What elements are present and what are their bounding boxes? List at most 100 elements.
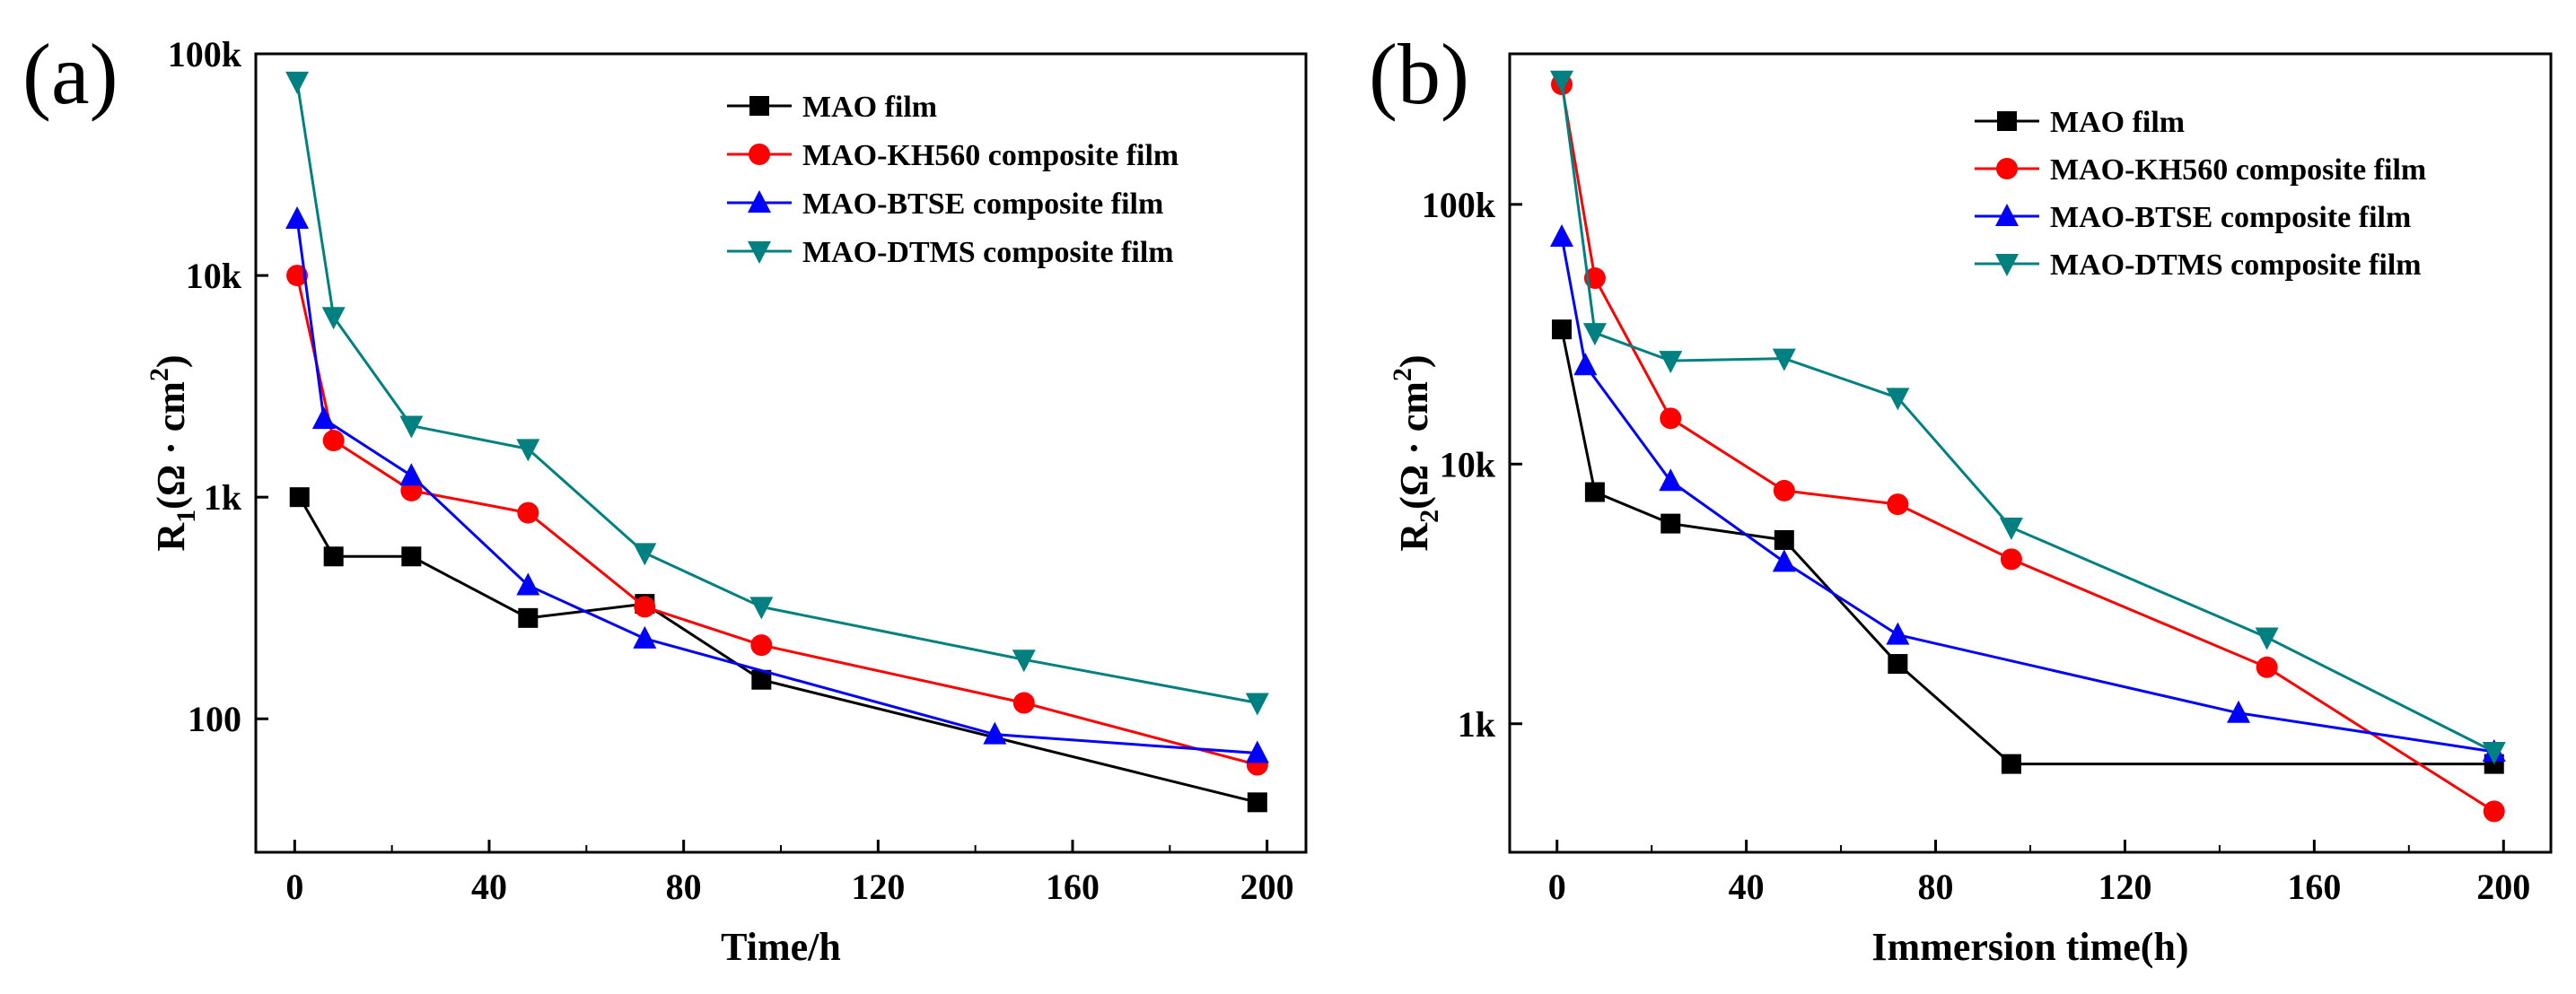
series-line-3 <box>1560 80 2495 754</box>
series-line-2 <box>1560 236 2494 754</box>
legend-label: MAO-DTMS composite film <box>802 236 1174 269</box>
legend-label: MAO film <box>2050 106 2185 139</box>
x-tick-label: 40 <box>1729 867 1765 907</box>
data-point <box>634 596 656 618</box>
y-axis-title-sub-a: 1 <box>171 510 201 523</box>
data-point <box>1886 622 1910 645</box>
x-tick-label: 200 <box>2476 867 2530 907</box>
data-point <box>1550 223 1573 247</box>
series-line-0 <box>1560 328 2494 766</box>
y-axis-title-a: R1(Ω · cm2) <box>145 354 201 551</box>
x-axis-title-b: Immersion time(h) <box>1871 925 2188 969</box>
x-tick-label: 80 <box>1918 867 1954 907</box>
data-point <box>516 572 540 596</box>
y-tick-label: 100k <box>168 34 242 74</box>
data-point <box>2001 754 2021 774</box>
legend-marker <box>1996 158 2018 179</box>
y-tick-label: 1k <box>1458 704 1496 745</box>
data-point <box>1573 353 1598 376</box>
data-point <box>983 721 1007 745</box>
legend-marker <box>749 144 770 165</box>
y-axis-title-sup-a: 2 <box>145 368 174 381</box>
data-point <box>1659 351 1683 374</box>
x-tick-label: 0 <box>1548 867 1566 907</box>
data-point <box>399 415 424 439</box>
data-point <box>401 546 422 567</box>
data-point <box>750 634 773 657</box>
data-point <box>1772 348 1796 371</box>
data-point <box>2000 548 2022 571</box>
data-point <box>285 71 310 94</box>
data-point <box>1012 692 1035 714</box>
series-line-1 <box>295 275 1258 766</box>
legend-marker <box>1997 111 2017 131</box>
data-point <box>1887 493 1909 516</box>
data-point <box>2482 741 2506 764</box>
y-axis-title-b: R2(Ω · cm2) <box>1388 354 1444 551</box>
data-point <box>286 265 309 287</box>
x-tick-label: 0 <box>285 867 303 907</box>
data-point <box>2483 800 2505 823</box>
data-point <box>518 607 539 628</box>
series-line-3 <box>295 81 1258 704</box>
legend-label: MAO-DTMS composite film <box>2050 248 2422 282</box>
data-point <box>1774 529 1794 550</box>
legend-marker <box>749 96 769 116</box>
x-tick-label: 160 <box>2287 867 2341 907</box>
data-point <box>633 543 657 566</box>
data-point <box>749 597 774 620</box>
y-tick-label: 100k <box>1422 185 1496 225</box>
y-tick-label: 10k <box>1440 444 1496 484</box>
plot-area-frame-a <box>254 52 1308 854</box>
x-tick-label: 200 <box>1240 867 1294 907</box>
y-axis-title-close-a: ) <box>149 354 193 368</box>
y-tick-label: 1k <box>204 477 242 518</box>
x-tick-label: 120 <box>2098 867 2151 907</box>
legend-marker <box>748 241 771 264</box>
data-point <box>516 439 540 462</box>
series-line-1 <box>1560 83 2495 813</box>
data-point <box>1550 70 1573 93</box>
y-axis-title-sup-b: 2 <box>1388 368 1417 381</box>
data-point <box>1999 517 2023 540</box>
legend-label: MAO-BTSE composite film <box>2050 201 2411 234</box>
data-point <box>1773 479 1795 501</box>
legend-marker <box>1995 204 2019 226</box>
data-point <box>1886 388 1910 411</box>
y-tick-label: 10k <box>186 256 242 296</box>
data-point <box>323 546 344 567</box>
data-point <box>289 487 310 508</box>
data-point <box>1584 482 1605 502</box>
y-axis-title-unit-a: (Ω · cm <box>149 381 193 510</box>
legend-marker <box>748 190 771 213</box>
data-point <box>321 307 346 330</box>
legend-label: MAO film <box>802 91 937 124</box>
data-point <box>751 669 772 690</box>
data-point <box>1247 792 1267 813</box>
y-axis-title-close-b: ) <box>1392 354 1436 368</box>
y-axis-title-main-a: R <box>149 522 193 552</box>
data-point <box>399 463 424 486</box>
chart-panel-b: (b) 0 40 80 120 160 200 1k 10k 100k MAO film MAO-… <box>1369 26 2553 969</box>
data-point <box>1245 693 1269 716</box>
data-point <box>2255 627 2279 650</box>
data-point <box>1582 323 1607 346</box>
data-point <box>1660 513 1681 534</box>
y-axis-title-unit-b: (Ω · cm <box>1392 381 1436 510</box>
x-tick-label: 80 <box>666 867 702 907</box>
x-axis-title-a: Time/h <box>721 925 841 969</box>
data-point <box>1552 319 1572 340</box>
data-point <box>311 406 336 430</box>
data-point <box>2227 700 2250 723</box>
series-line-2 <box>295 218 1257 755</box>
y-axis-title-main-b: R <box>1392 522 1436 552</box>
data-point <box>1660 407 1682 430</box>
data-point <box>1012 650 1036 673</box>
chart-panel-a: (a) 0 40 80 120 160 200 100 1k 10k 100k MAO film M… <box>22 26 1308 969</box>
legend-label: MAO-BTSE composite film <box>802 187 1163 221</box>
data-point <box>2256 656 2278 678</box>
panel-label-a: (a) <box>22 26 118 122</box>
y-axis-title-sub-b: 2 <box>1415 510 1444 523</box>
legend-label: MAO-KH560 composite film <box>2050 153 2426 187</box>
